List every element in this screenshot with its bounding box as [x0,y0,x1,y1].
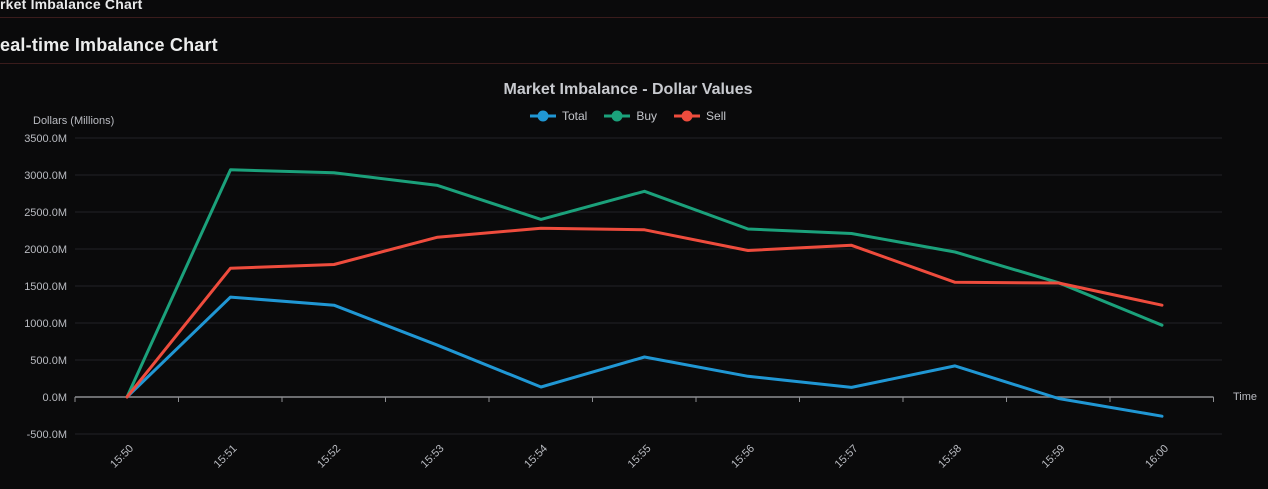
divider-panel [0,63,1268,64]
y-axis-title: Dollars (Millions) [33,115,114,127]
series-line-total [125,295,1164,418]
x-tick-label: 15:55 [626,443,654,471]
y-tick-label: 2000.0M [24,244,67,256]
y-tick-label: 2500.0M [24,207,67,219]
legend-marker-total-icon [529,110,556,122]
gridlines [75,137,1222,435]
x-tick-label: 15:52 [315,443,343,471]
x-tick-label: 16:00 [1143,443,1171,471]
y-tick-label: 500.0M [30,355,67,367]
x-tick-label: 15:58 [936,443,964,471]
divider-top [0,17,1268,18]
legend-item-total[interactable]: Total [529,109,588,123]
y-tick-label: 1000.0M [24,318,67,330]
chart-legend: Total Buy Sell [0,106,1256,126]
x-tick-label: 15:51 [212,443,240,471]
x-tick-label: 15:54 [522,443,550,471]
chart-title: Market Imbalance - Dollar Values [503,81,753,98]
y-tick-label: 3000.0M [24,170,67,182]
series-lines [125,168,1164,418]
x-axis-labels: 15:50 15:51 15:52 15:53 15:54 15:55 15:56 15:57… [108,443,1171,471]
x-tick-label: 15:50 [108,443,136,471]
page-title-clipped: rket Imbalance Chart [0,0,143,12]
legend-item-label: Total [561,109,588,123]
x-tick-label: 15:53 [419,443,447,471]
x-axis [74,396,1214,402]
x-tick-label: 15:57 [833,443,861,471]
y-axis-labels: 3500.0M 3000.0M 2500.0M 2000.0M 1500.0M 1000.… [24,133,67,441]
series-line-buy [125,168,1164,399]
panel-title: eal-time Imbalance Chart [0,35,218,55]
x-tick-label: 15:59 [1040,443,1068,471]
y-tick-label: 1500.0M [24,281,67,293]
x-tick-label: 15:56 [729,443,757,471]
y-tick-label: -500.0M [27,429,67,441]
y-tick-label: 0.0M [43,392,67,404]
legend-marker-buy-icon [604,110,631,122]
legend-item-sell[interactable]: Sell [674,109,726,123]
x-axis-title: Time [1233,391,1257,403]
legend-item-label: Buy [636,109,658,123]
legend-marker-sell-icon [674,110,701,122]
y-tick-label: 3500.0M [24,133,67,145]
legend-item-buy[interactable]: Buy [604,109,657,123]
legend-item-label: Sell [706,109,727,123]
series-line-sell [125,226,1164,399]
